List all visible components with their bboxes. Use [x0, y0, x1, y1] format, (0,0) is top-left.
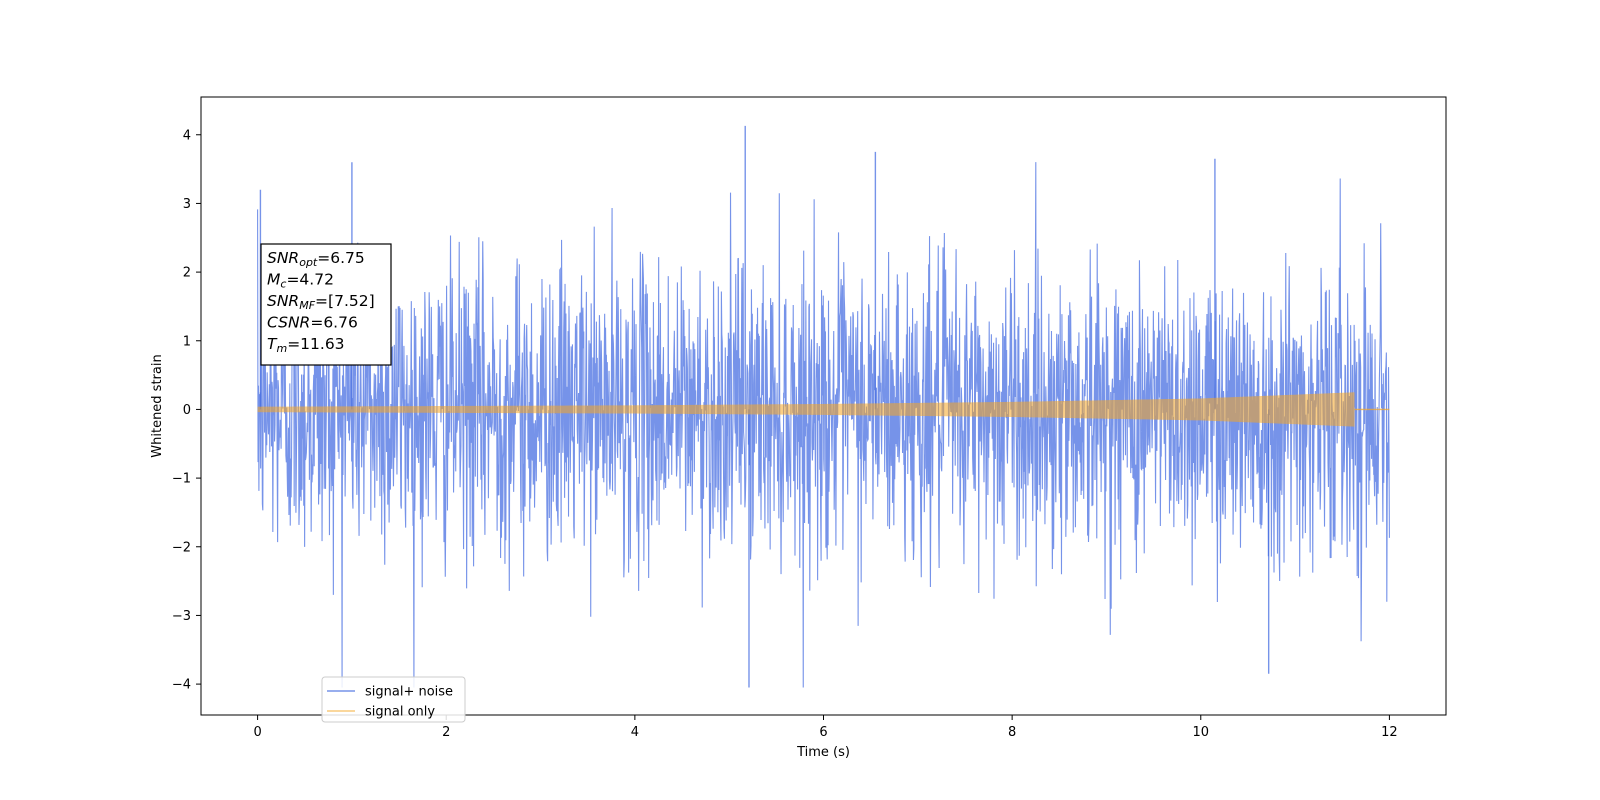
- legend-label: signal only: [365, 705, 435, 720]
- x-tick-label: 10: [1192, 725, 1209, 740]
- annotation-line: CSNR=6.76: [267, 314, 358, 332]
- series-signal-only-band: [257, 392, 1355, 427]
- annotation-line: SNRMF=[7.52]: [267, 292, 375, 312]
- x-tick-label: 2: [442, 725, 450, 740]
- annotation-line: Mc=4.72: [267, 271, 334, 291]
- x-tick-label: 6: [819, 725, 827, 740]
- legend-label: signal+ noise: [365, 685, 453, 700]
- y-tick-label: −2: [172, 540, 191, 555]
- x-tick-label: 0: [253, 725, 261, 740]
- y-tick-label: 4: [183, 128, 191, 143]
- annotation-frame: [260, 243, 392, 366]
- y-tick-label: 0: [183, 403, 191, 418]
- y-axis-label: Whitened strain: [150, 354, 165, 457]
- y-tick-label: −4: [172, 678, 191, 693]
- y-tick-label: −1: [172, 472, 191, 487]
- x-tick-label: 4: [631, 725, 639, 740]
- y-tick-label: −3: [172, 609, 191, 624]
- y-tick-label: 3: [183, 197, 191, 212]
- x-axis-label: Time (s): [796, 745, 850, 760]
- legend-frame: [321, 676, 466, 723]
- annotation-line: Tm=11.63: [267, 335, 345, 355]
- legend: signal+ noise signal only: [321, 676, 466, 723]
- x-tick-label: 12: [1381, 725, 1398, 740]
- plot-area: [257, 125, 1390, 688]
- x-tick-label: 8: [1008, 725, 1016, 740]
- y-tick-label: 1: [183, 334, 191, 349]
- y-tick-label: 2: [183, 266, 191, 281]
- annotation-line: SNRopt=6.75: [267, 249, 365, 269]
